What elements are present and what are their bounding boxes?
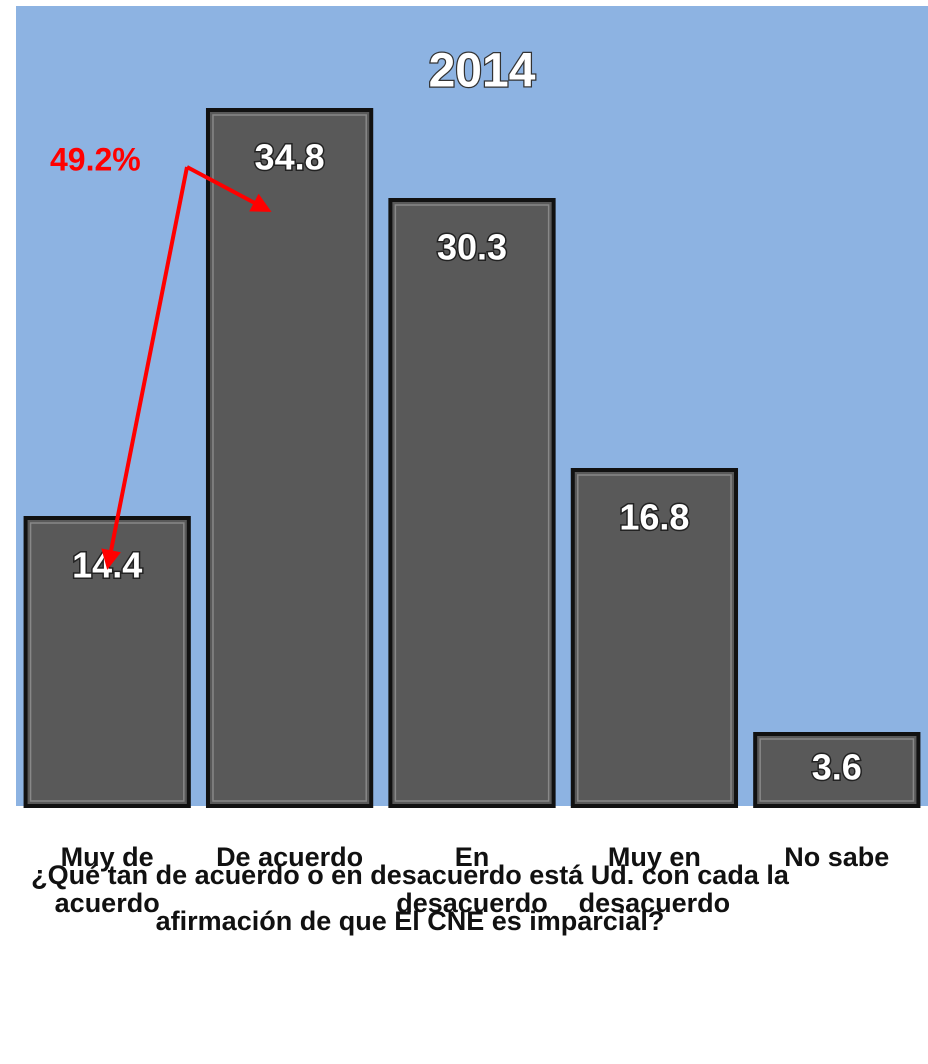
x-tick-label: De acuerdo bbox=[216, 842, 364, 872]
x-tick-label: En desacuerdo bbox=[396, 842, 548, 918]
x-tick-label: Muy en desacuerdo bbox=[578, 842, 731, 918]
bar-bevel bbox=[577, 474, 732, 802]
bar-bevel bbox=[212, 114, 367, 802]
chart-title: 2014 bbox=[429, 45, 536, 98]
bar-bevel bbox=[29, 522, 185, 802]
bar bbox=[753, 732, 921, 808]
bar-bevel bbox=[759, 738, 915, 802]
x-tick-label: Muy de acuerdo bbox=[54, 842, 160, 918]
chart: 2014 14.434.830.316.83.649.2% bbox=[16, 6, 928, 808]
value-label: 34.8 bbox=[255, 137, 325, 178]
value-label: 30.3 bbox=[437, 227, 507, 268]
x-tick-label: No sabe bbox=[784, 842, 890, 872]
annotation-arrow bbox=[101, 166, 189, 570]
bar bbox=[205, 108, 374, 808]
bar-bevel bbox=[394, 204, 550, 802]
annotation-arrow bbox=[186, 165, 272, 212]
annotation: 49.2% bbox=[50, 141, 141, 177]
bar bbox=[570, 468, 739, 808]
value-label: 3.6 bbox=[812, 747, 862, 788]
value-label: 16.8 bbox=[619, 497, 689, 538]
bar bbox=[388, 198, 556, 808]
x-axis-label: ¿Qué tan de acuerdo o en desacuerdo está… bbox=[31, 860, 789, 936]
